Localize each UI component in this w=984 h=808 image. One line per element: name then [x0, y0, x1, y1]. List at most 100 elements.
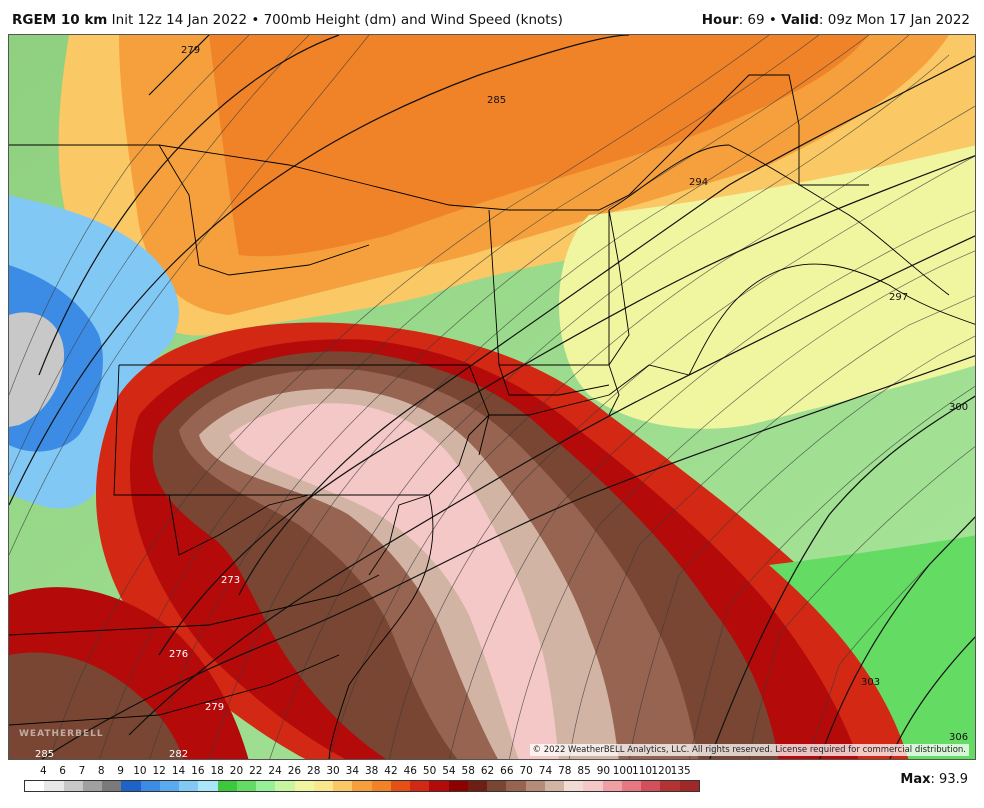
- contour-label: 297: [889, 292, 908, 303]
- legend-tick-label: 120: [651, 765, 672, 777]
- wind-speed-legend: 4 6 7 8 9 10 12 14 16 18 20 22 24 26 28 30 34 38 42 46 50 54 5…: [24, 765, 700, 801]
- legend-tick-label: 6: [59, 765, 66, 777]
- legend-tick-label: 100: [612, 765, 633, 777]
- wind-streamlines: [9, 35, 975, 759]
- legend-tick-label: 50: [422, 765, 437, 777]
- legend-tick-label: 16: [191, 765, 205, 777]
- legend-color-cell: [102, 781, 122, 791]
- legend-tick-label: 70: [519, 765, 533, 777]
- legend-color-cell: [506, 781, 526, 791]
- legend-color-cell: [410, 781, 430, 791]
- max-label: Max: [900, 772, 931, 787]
- legend-color-cell: [236, 781, 256, 791]
- legend-color-cell: [448, 781, 468, 791]
- copyright-notice: © 2022 WeatherBELL Analytics, LLC. All r…: [529, 744, 969, 756]
- header: RGEM 10 km Init 12z 14 Jan 2022 • 700mb …: [0, 0, 984, 34]
- legend-tick-label: 12: [152, 765, 166, 777]
- max-value: : 93.9: [930, 772, 968, 787]
- legend-tick-label: 18: [210, 765, 224, 777]
- legend-tick-label: 42: [384, 765, 398, 777]
- legend-tick-label: 14: [171, 765, 186, 777]
- legend-color-cell: [63, 781, 83, 791]
- legend-tick-label: 62: [480, 765, 495, 777]
- model-name: RGEM 10 km: [12, 12, 108, 28]
- contour-label: 273: [221, 575, 240, 586]
- legend-color-cell: [679, 781, 699, 791]
- legend-tick-label: 85: [577, 765, 591, 777]
- contour-label: 285: [487, 95, 506, 106]
- hour-value: : 69: [738, 12, 765, 28]
- legend-tick-label: 8: [97, 765, 105, 777]
- contour-label: 300: [949, 402, 968, 413]
- map-title: RGEM 10 km Init 12z 14 Jan 2022 • 700mb …: [12, 12, 563, 28]
- legend-color-cell: [390, 781, 410, 791]
- legend-color-cell: [82, 781, 102, 791]
- weather-map[interactable]: 279 285 294 297 300 303 306 273 276 279 …: [8, 34, 976, 760]
- contour-label: 279: [181, 45, 200, 56]
- legend-colorbar: [24, 780, 700, 792]
- contour-label: 276: [169, 649, 188, 660]
- legend-tick-label: 110: [632, 765, 653, 777]
- legend-color-cell: [121, 781, 141, 791]
- legend-tick-label: 4: [39, 765, 47, 777]
- valid-label: Valid: [781, 12, 819, 28]
- legend-tick-label: 26: [287, 765, 302, 777]
- legend-color-cell: [544, 781, 564, 791]
- legend-color-cell: [294, 781, 314, 791]
- legend-color-cell: [487, 781, 507, 791]
- legend-color-cell: [525, 781, 545, 791]
- legend-tick-label: 135: [670, 765, 691, 777]
- legend-tick-label: 38: [364, 765, 379, 777]
- legend-tick-label: 28: [307, 765, 321, 777]
- legend-color-cell: [621, 781, 641, 791]
- legend-tick-label: 46: [403, 765, 417, 777]
- legend-tick-label: 22: [249, 765, 263, 777]
- legend-color-cell: [333, 781, 353, 791]
- contour-label-group: 279 285 294 297 300 303 306 273 276 279 …: [35, 45, 968, 760]
- legend-tick-label: 54: [442, 765, 456, 777]
- wind-speed-shading: [9, 35, 975, 759]
- legend-color-cell: [44, 781, 64, 791]
- legend-color-cell: [660, 781, 680, 791]
- max-value-box: Max: 93.9: [900, 772, 968, 787]
- legend-color-cell: [179, 781, 199, 791]
- contour-label: 282: [169, 749, 188, 760]
- product-name: 700mb Height (dm) and Wind Speed (knots): [263, 12, 563, 28]
- legend-tick-label: 90: [596, 765, 611, 777]
- legend-tick-label: 20: [229, 765, 244, 777]
- legend-tick-label: 66: [500, 765, 514, 777]
- legend-tick-label: 58: [461, 765, 475, 777]
- legend-color-cell: [602, 781, 622, 791]
- valid-bullet: •: [768, 12, 777, 28]
- legend-color-cell: [564, 781, 584, 791]
- legend-tick-label: 10: [133, 765, 147, 777]
- hour-label: Hour: [701, 12, 739, 28]
- legend-color-cell: [275, 781, 295, 791]
- legend-color-cell: [198, 781, 218, 791]
- valid-time-info: Hour: 69 • Valid: 09z Mon 17 Jan 2022: [702, 12, 970, 28]
- weatherbell-watermark: WEATHERBELL: [19, 729, 104, 739]
- legend-color-cell: [429, 781, 449, 791]
- init-time: Init 12z 14 Jan 2022: [111, 12, 248, 28]
- height-contours: [9, 35, 975, 759]
- contour-label: 285: [35, 749, 54, 760]
- map-canvas: 279 285 294 297 300 303 306 273 276 279 …: [9, 35, 975, 760]
- legend-color-cell: [159, 781, 179, 791]
- contour-label: 279: [205, 702, 224, 713]
- legend-tick-label: 74: [538, 765, 553, 777]
- legend-color-cell: [25, 781, 45, 791]
- legend-tick-label: 7: [78, 765, 86, 777]
- valid-value: : 09z Mon 17 Jan 2022: [818, 12, 970, 28]
- legend-tick-label: 34: [345, 765, 360, 777]
- legend-color-cell: [583, 781, 603, 791]
- legend-tick-label: 9: [117, 765, 124, 777]
- legend-color-cell: [641, 781, 661, 791]
- legend-labels: 4 6 7 8 9 10 12 14 16 18 20 22 24 26 28 30 34 38 42 46 50 54 5…: [24, 765, 700, 779]
- legend-tick-label: 24: [268, 765, 282, 777]
- legend-tick-label: 30: [326, 765, 340, 777]
- contour-label: 303: [861, 677, 880, 688]
- legend-tick-label: 78: [558, 765, 572, 777]
- title-bullet: •: [251, 12, 260, 28]
- contour-label: 294: [689, 177, 708, 188]
- legend-color-cell: [313, 781, 333, 791]
